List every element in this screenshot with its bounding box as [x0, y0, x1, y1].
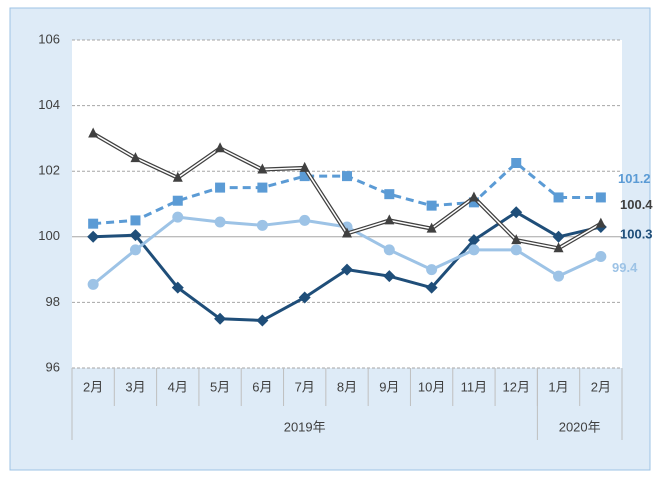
x-tick-label: 10月	[418, 379, 445, 394]
marker	[595, 217, 606, 228]
x-tick-label: 9月	[379, 379, 399, 394]
marker	[467, 234, 480, 247]
marker	[88, 218, 99, 229]
x-tick-label: 1月	[548, 379, 568, 394]
plot-area	[72, 40, 622, 368]
marker	[595, 192, 606, 203]
x-tick-label: 5月	[210, 379, 230, 394]
marker	[172, 171, 183, 182]
marker	[342, 227, 352, 238]
marker	[299, 171, 310, 182]
x-tick-label: 4月	[168, 379, 188, 394]
marker	[384, 214, 395, 225]
x-tick-label: 12月	[502, 379, 529, 394]
data-label: 100.4	[620, 197, 653, 212]
marker	[88, 127, 99, 138]
marker	[511, 158, 522, 168]
x-tick-label: 7月	[295, 379, 315, 394]
marker	[552, 230, 565, 243]
marker	[130, 152, 141, 163]
marker	[384, 189, 395, 200]
marker	[214, 216, 226, 228]
marker	[553, 270, 565, 282]
data-label: 99.4	[612, 260, 638, 275]
marker	[510, 244, 522, 256]
marker	[172, 211, 184, 223]
marker	[87, 230, 100, 243]
x-tick-label: 8月	[337, 379, 357, 394]
marker	[510, 206, 523, 219]
marker	[257, 182, 268, 193]
marker	[342, 171, 352, 182]
y-tick-label: 102	[38, 163, 60, 178]
marker	[425, 281, 438, 294]
marker	[214, 312, 227, 325]
marker	[87, 278, 99, 290]
x-tick-label: 6月	[252, 379, 272, 394]
group-label: 2020年	[559, 419, 601, 434]
marker	[172, 195, 183, 206]
marker	[299, 161, 310, 172]
marker	[256, 219, 268, 231]
marker	[511, 234, 522, 245]
x-tick-label: 2月	[83, 379, 103, 394]
x-tick-label: 3月	[125, 379, 145, 394]
marker	[553, 242, 564, 253]
marker	[171, 281, 184, 294]
marker	[129, 229, 142, 242]
y-tick-label: 98	[46, 294, 60, 309]
marker	[553, 192, 564, 203]
marker	[256, 314, 269, 327]
marker	[298, 291, 311, 304]
x-tick-label: 2月	[591, 379, 611, 394]
marker	[257, 163, 268, 174]
marker	[468, 191, 479, 202]
y-tick-label: 100	[38, 228, 60, 243]
marker	[383, 244, 395, 256]
data-label: 100.3	[620, 226, 653, 241]
marker	[215, 142, 226, 153]
x-tick-label: 11月	[461, 379, 488, 394]
y-tick-label: 96	[46, 359, 60, 374]
marker	[426, 200, 437, 211]
marker	[130, 215, 141, 226]
marker	[426, 264, 438, 276]
marker	[468, 244, 480, 256]
group-label: 2019年	[284, 419, 326, 434]
marker	[595, 250, 607, 262]
marker	[341, 263, 353, 276]
marker	[129, 244, 141, 256]
y-tick-label: 106	[38, 31, 60, 46]
marker	[426, 222, 437, 233]
marker	[215, 182, 226, 193]
marker	[383, 270, 396, 283]
data-label: 101.2	[618, 171, 651, 186]
marker	[299, 214, 311, 226]
marker	[468, 197, 479, 208]
y-tick-label: 104	[38, 97, 60, 112]
